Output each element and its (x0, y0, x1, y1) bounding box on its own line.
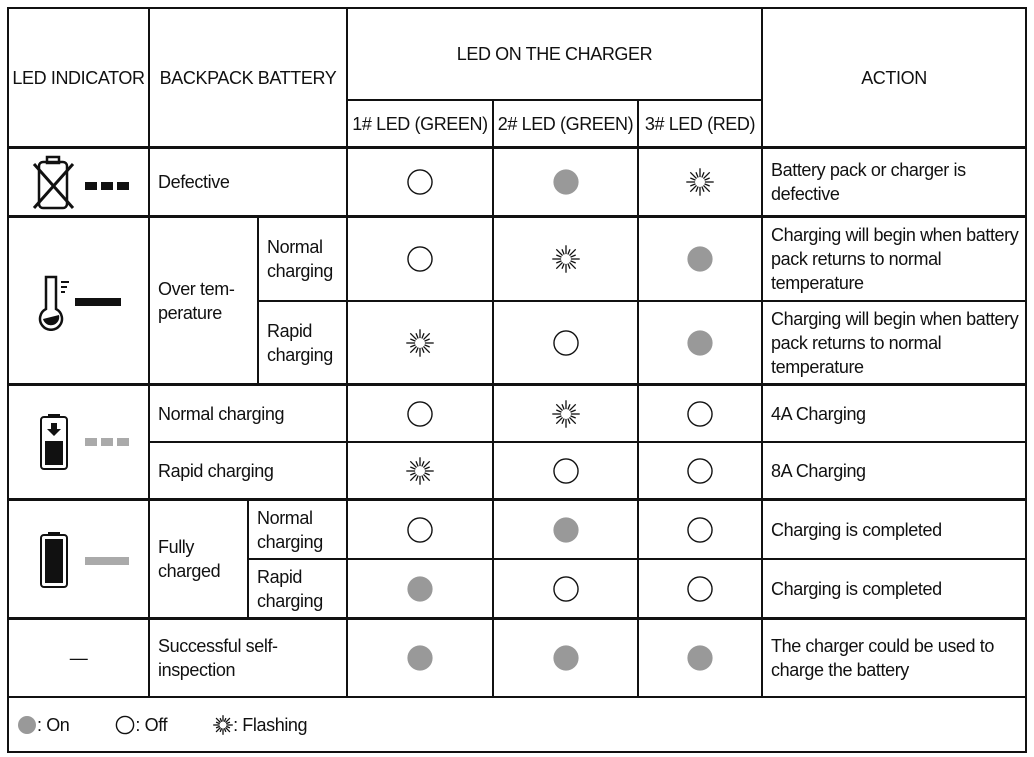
led-off-icon (116, 715, 135, 734)
label-defective: Defective (149, 148, 347, 217)
led-flashing-icon (406, 456, 434, 485)
legend-flash: : Flashing (213, 713, 308, 737)
led-off-icon (687, 400, 713, 427)
action-full-rapid: Charging is completed (762, 559, 1027, 619)
header-backpack-battery: BACKPACK BATTERY (149, 7, 347, 148)
label-full-rapid: Rapid charging (248, 559, 347, 619)
legend-flash-label: : Flashing (233, 714, 308, 735)
led-on-icon (552, 645, 579, 671)
led2-defective (493, 148, 638, 217)
led1-over-temp-normal (347, 217, 493, 301)
label-over-temp: Over tem-perature (149, 217, 258, 385)
action-full-normal: Charging is completed (762, 500, 1027, 559)
led2-self-inspection (493, 619, 638, 698)
led-off-icon (687, 516, 713, 543)
action-over-temp-normal: Charging will begin when battery pack re… (762, 217, 1027, 301)
led2-full-normal (493, 500, 638, 559)
led-off-icon (407, 169, 433, 195)
led1-defective (347, 148, 493, 217)
led2-over-temp-rapid (493, 301, 638, 385)
led2-over-temp-normal (493, 217, 638, 301)
label-self-inspection: Successful self-inspection (149, 619, 347, 698)
led-on-icon (407, 645, 433, 671)
led-on-icon (687, 645, 713, 671)
led-on-icon (687, 246, 713, 272)
led3-full-normal (638, 500, 762, 559)
led-off-icon (407, 400, 433, 427)
led3-charging-rapid (638, 442, 762, 500)
legend-off-label: : Off (135, 714, 168, 735)
battery-crossed-icon (32, 155, 129, 210)
led-off-icon (552, 457, 579, 484)
label-charging-normal: Normal charging (149, 385, 347, 442)
led-off-icon (552, 575, 579, 602)
label-over-temp-rapid: Rapid charging (258, 301, 347, 385)
label-charging-rapid: Rapid charging (149, 442, 347, 500)
action-over-temp-rapid: Charging will begin when battery pack re… (762, 301, 1027, 385)
led-off-icon (115, 715, 135, 735)
led-off-icon (407, 516, 433, 543)
led-on-icon (17, 715, 37, 735)
led-on-icon (18, 715, 36, 734)
action-charging-normal: 4A Charging (762, 385, 1027, 442)
led3-charging-normal (638, 385, 762, 442)
header-led3: 3# LED (RED) (638, 100, 762, 148)
led1-charging-normal (347, 385, 493, 442)
label-full-normal: Normal charging (248, 500, 347, 559)
indicator-over-temp (7, 217, 149, 385)
led-off-icon (407, 246, 433, 272)
header-led-indicator: LED INDICATOR (7, 7, 149, 148)
led2-full-rapid (493, 559, 638, 619)
led-off-icon (687, 457, 713, 484)
header-led-on-charger: LED ON THE CHARGER (347, 7, 762, 100)
header-led1: 1# LED (GREEN) (347, 100, 493, 148)
legend-on-label: : On (37, 714, 70, 735)
led1-full-normal (347, 500, 493, 559)
led-off-icon (552, 329, 579, 356)
indicator-full (7, 500, 149, 619)
led1-over-temp-rapid (347, 301, 493, 385)
led-on-icon (687, 329, 713, 356)
legend-on: : On (17, 713, 70, 737)
indicator-self-inspection: — (7, 619, 149, 698)
label-full: Fully charged (149, 500, 248, 619)
led1-full-rapid (347, 559, 493, 619)
legend-off: : Off (115, 713, 168, 737)
led-flashing-icon (213, 714, 233, 735)
led2-charging-normal (493, 385, 638, 442)
thermometer-icon (38, 275, 121, 331)
led3-over-temp-rapid (638, 301, 762, 385)
action-defective: Battery pack or charger is defective (762, 148, 1027, 217)
led-flashing-icon (551, 245, 580, 273)
led3-self-inspection (638, 619, 762, 698)
led3-over-temp-normal (638, 217, 762, 301)
led1-self-inspection (347, 619, 493, 698)
led1-charging-rapid (347, 442, 493, 500)
led-on-icon (552, 169, 579, 195)
led2-charging-rapid (493, 442, 638, 500)
battery-charging-icon (39, 414, 129, 470)
indicator-defective (7, 148, 149, 217)
led-flashing-icon (551, 399, 580, 428)
header-led2: 2# LED (GREEN) (493, 100, 638, 148)
led3-full-rapid (638, 559, 762, 619)
legend: : On : Off : Flashing (7, 697, 1027, 753)
indicator-charging (7, 385, 149, 500)
led-on-icon (407, 575, 433, 602)
label-over-temp-normal: Normal charging (258, 217, 347, 301)
led3-defective (638, 148, 762, 217)
led-off-icon (687, 575, 713, 602)
led-on-icon (552, 516, 579, 543)
led-flashing-icon (406, 328, 434, 357)
action-self-inspection: The charger could be used to charge the … (762, 619, 1027, 698)
led-flashing-icon (213, 714, 233, 735)
led-flashing-icon (686, 168, 714, 196)
battery-full-icon (39, 532, 129, 588)
header-action: ACTION (762, 7, 1027, 148)
action-charging-rapid: 8A Charging (762, 442, 1027, 500)
